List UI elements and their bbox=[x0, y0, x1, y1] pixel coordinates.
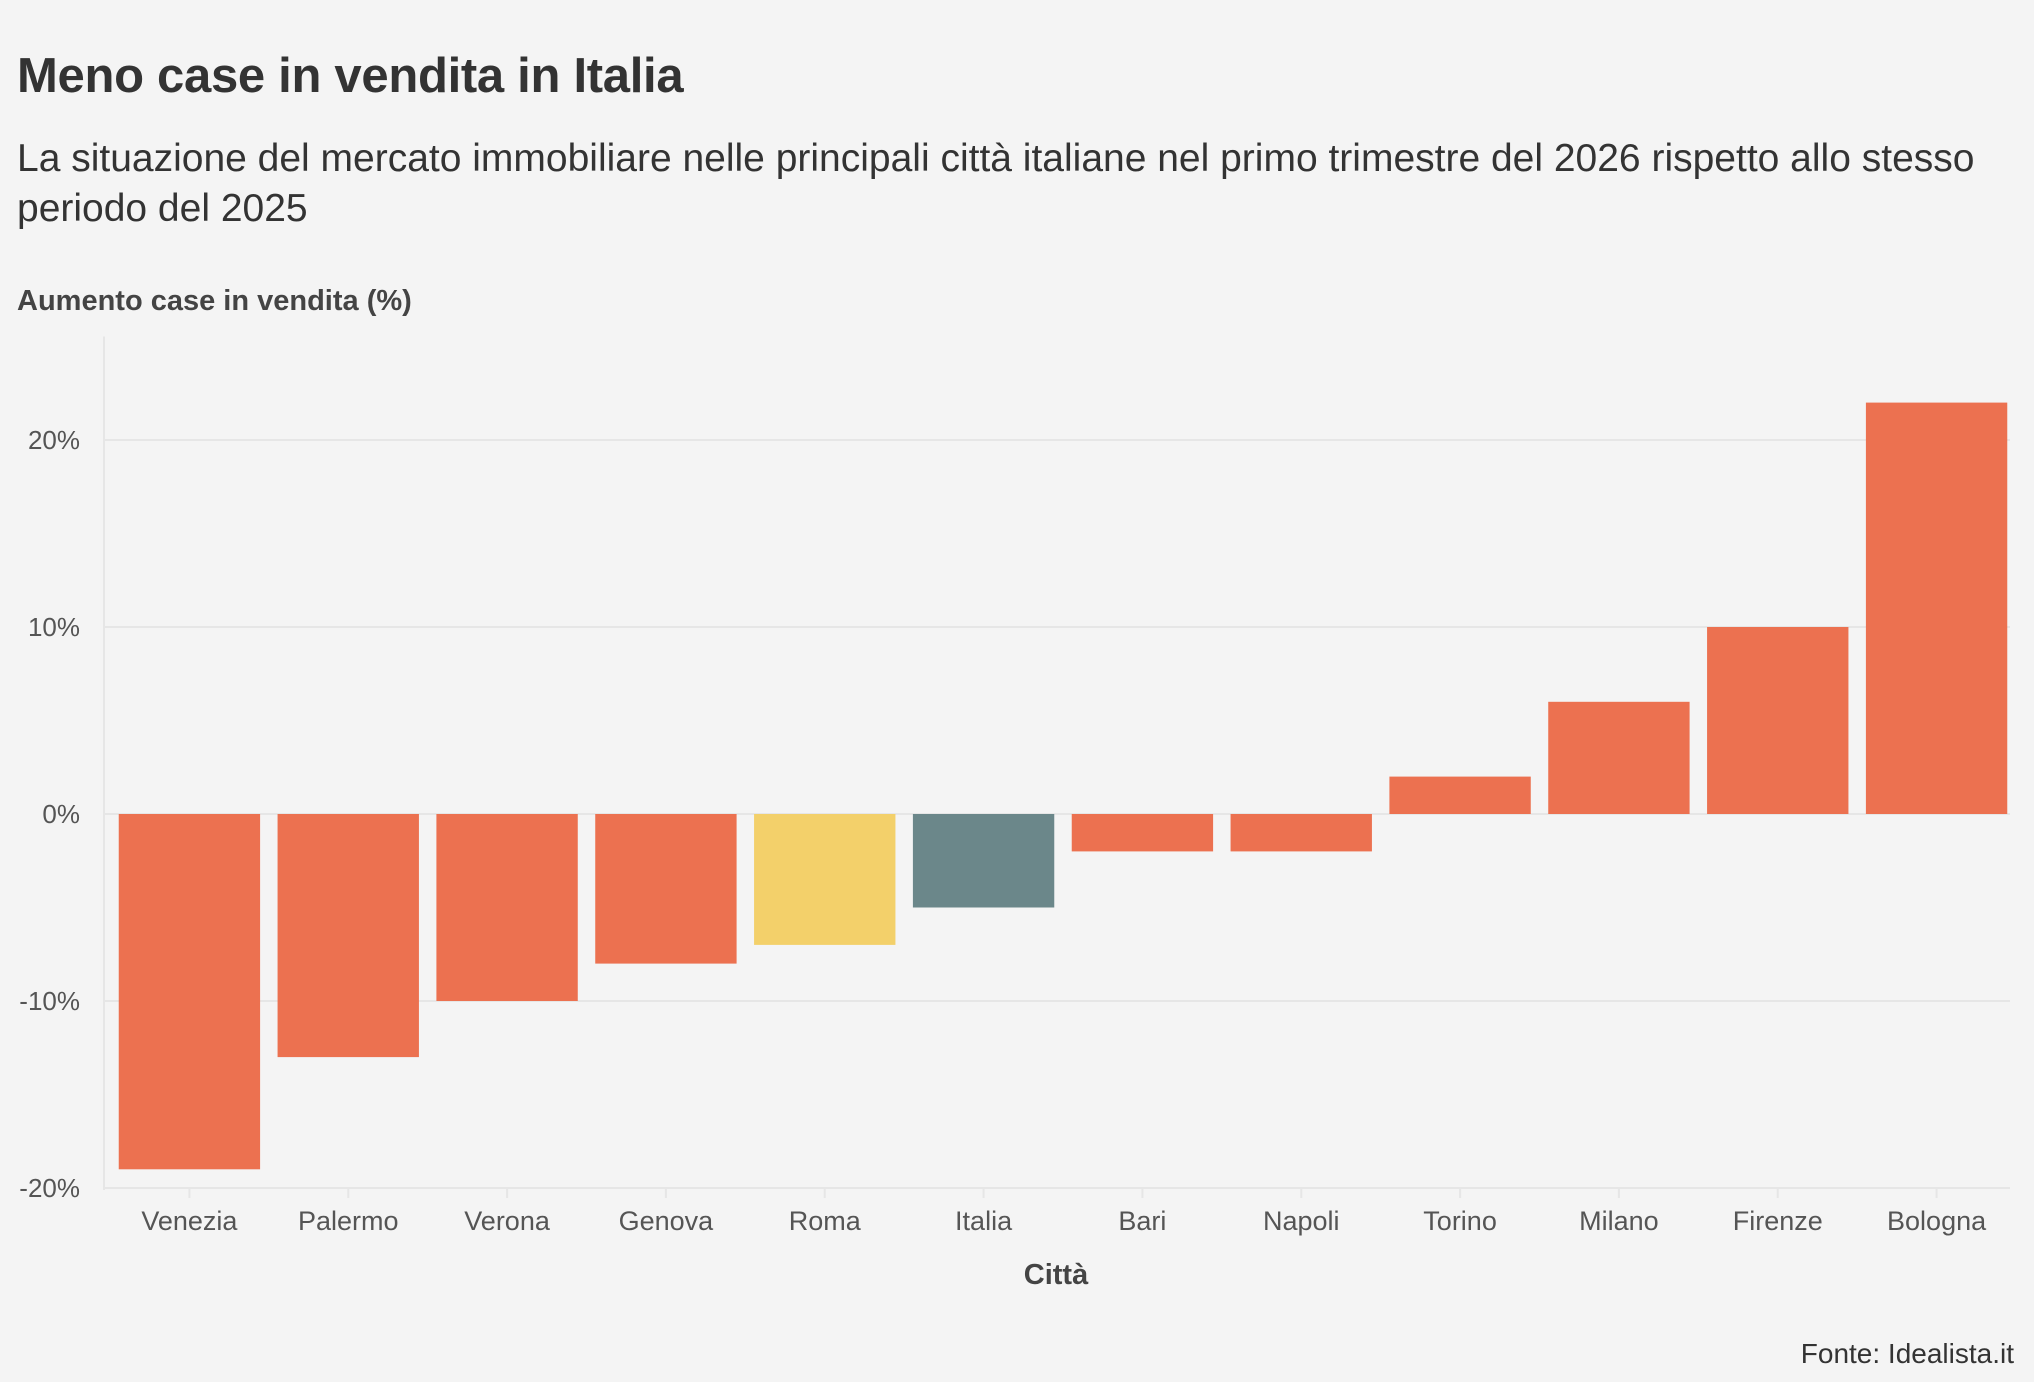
bar-palermo bbox=[277, 814, 419, 1058]
x-axis-ticks: Venezia Palermo Verona Genova Roma Italia Bari… bbox=[141, 1188, 1987, 1236]
y-tick-label: 10% bbox=[28, 612, 80, 642]
bar-milano bbox=[1548, 701, 1690, 814]
bar-bari bbox=[1071, 814, 1214, 852]
x-tick-label: Napoli bbox=[1263, 1206, 1340, 1236]
y-tick-label: -10% bbox=[19, 986, 80, 1016]
x-tick-label: Venezia bbox=[141, 1206, 238, 1236]
y-tick-label: -20% bbox=[19, 1173, 80, 1203]
x-axis-title: Città bbox=[1024, 1259, 1089, 1291]
bar-italia bbox=[912, 814, 1055, 908]
x-tick-label: Genova bbox=[619, 1206, 715, 1236]
bar-napoli bbox=[1230, 814, 1372, 852]
y-tick-label: 0% bbox=[42, 799, 80, 829]
x-tick-label: Roma bbox=[789, 1206, 862, 1236]
x-tick-label: Italia bbox=[955, 1206, 1013, 1236]
bar-verona bbox=[436, 814, 578, 1001]
bar-torino bbox=[1389, 776, 1531, 814]
y-tick-label: 20% bbox=[28, 425, 80, 455]
x-tick-label: Torino bbox=[1423, 1206, 1497, 1236]
bar-chart: 20% 10% 0% -10% -20% Venezia Palermo Verona Gen… bbox=[19, 336, 2010, 1291]
chart-subtitle: La situazione del mercato immobiliare ne… bbox=[17, 137, 1975, 230]
x-tick-label: Palermo bbox=[298, 1206, 399, 1236]
bar-firenze bbox=[1707, 627, 1849, 814]
y-axis-ticks: 20% 10% 0% -10% -20% bbox=[19, 425, 80, 1203]
y-axis-title: Aumento case in vendita (%) bbox=[17, 285, 412, 317]
x-tick-label: Firenze bbox=[1733, 1206, 1823, 1236]
x-tick-label: Bari bbox=[1118, 1206, 1166, 1236]
bar-venezia bbox=[118, 814, 261, 1170]
x-tick-label: Milano bbox=[1579, 1206, 1659, 1236]
gridlines bbox=[103, 336, 2010, 1190]
x-tick-label: Bologna bbox=[1887, 1206, 1987, 1236]
bar-genova bbox=[595, 814, 737, 964]
chart-title: Meno case in vendita in Italia bbox=[17, 49, 684, 103]
source-note: Fonte: Idealista.it bbox=[1800, 1338, 2014, 1369]
bar-bologna bbox=[1865, 402, 2008, 814]
x-tick-label: Verona bbox=[464, 1206, 551, 1236]
bars bbox=[118, 402, 2008, 1170]
bar-roma bbox=[754, 814, 896, 945]
